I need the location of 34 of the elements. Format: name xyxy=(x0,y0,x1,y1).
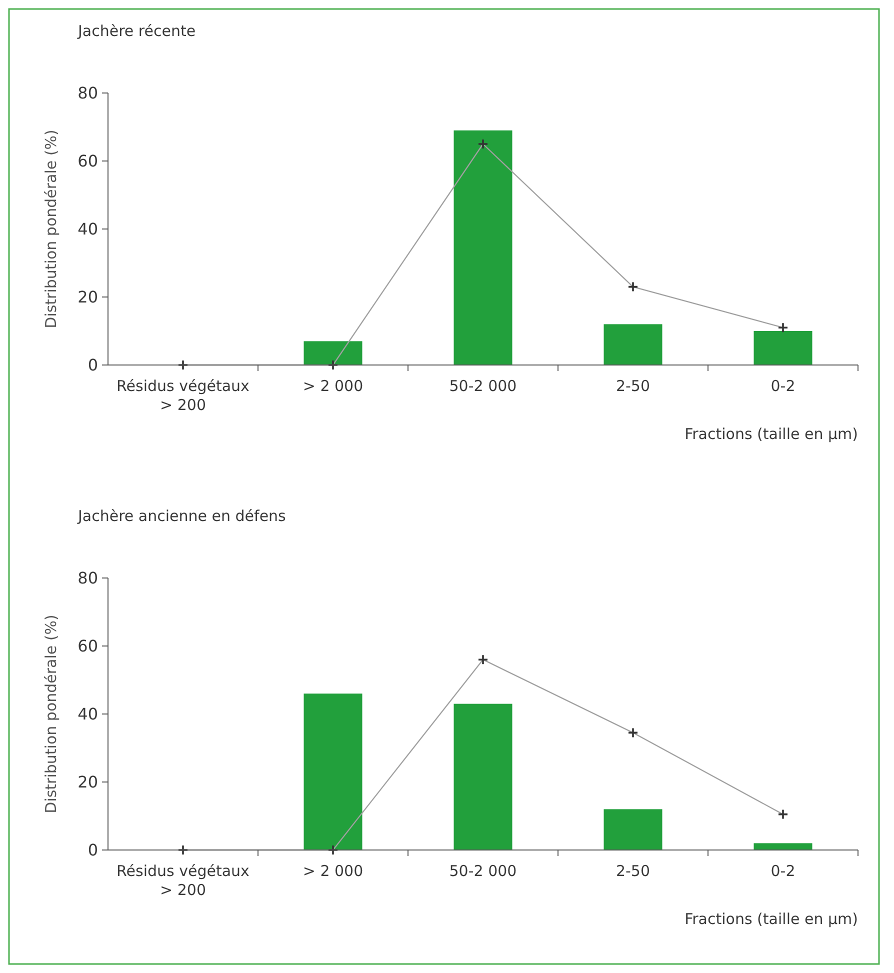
chart-title: Jachère récente xyxy=(77,22,196,40)
x-tick-label: 50-2 000 xyxy=(449,862,517,880)
y-axis-title: Distribution pondérale (%) xyxy=(42,130,60,328)
x-tick-label: 2-50 xyxy=(616,862,650,880)
bar xyxy=(754,843,812,850)
y-tick-label: 80 xyxy=(78,84,98,103)
y-tick-label: 0 xyxy=(88,840,98,860)
bar xyxy=(604,809,662,850)
chart-title: Jachère ancienne en défens xyxy=(77,507,286,525)
bar xyxy=(454,704,512,850)
x-tick-label: 0-2 xyxy=(770,862,796,880)
bar xyxy=(304,694,362,850)
y-tick-label: 60 xyxy=(78,636,98,656)
x-tick-label: 2-50 xyxy=(616,377,650,395)
x-tick-label: 50-2 000 xyxy=(449,377,517,395)
y-tick-label: 0 xyxy=(88,356,98,375)
y-tick-label: 40 xyxy=(78,704,98,724)
x-tick-label: > 2 000 xyxy=(302,862,364,880)
y-tick-label: 60 xyxy=(78,152,98,171)
bar xyxy=(604,324,662,365)
x-tick-label: Résidus végétaux > 200 xyxy=(116,377,250,414)
x-tick-label: Résidus végétaux > 200 xyxy=(116,862,250,899)
x-tick-label: 0-2 xyxy=(770,377,796,395)
y-tick-label: 20 xyxy=(78,772,98,792)
x-axis-title: Fractions (taille en µm) xyxy=(684,425,858,443)
bar xyxy=(454,130,512,365)
y-axis-title: Distribution pondérale (%) xyxy=(42,614,60,814)
y-tick-label: 40 xyxy=(78,220,98,239)
y-tick-label: 20 xyxy=(78,288,98,307)
x-tick-label: > 2 000 xyxy=(302,377,364,395)
x-axis-title: Fractions (taille en µm) xyxy=(684,910,858,928)
bar xyxy=(304,341,362,365)
bar xyxy=(754,331,812,365)
y-tick-label: 80 xyxy=(78,568,98,588)
